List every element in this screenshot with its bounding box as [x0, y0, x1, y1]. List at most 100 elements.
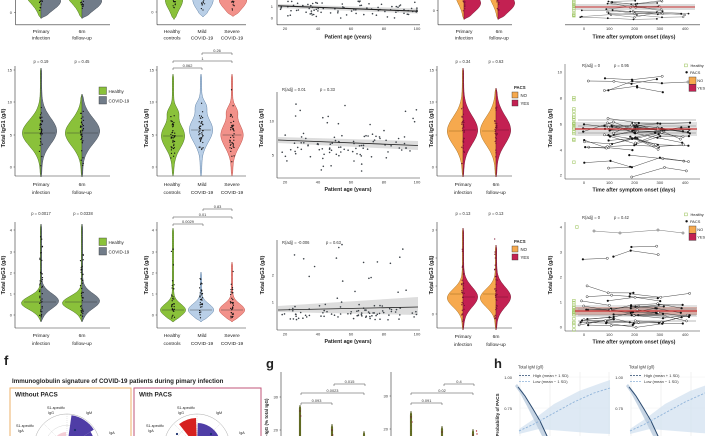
svg-text:Without PACS: Without PACS: [15, 392, 59, 399]
svg-text:infection: infection: [32, 341, 50, 347]
svg-text:p = 0.63: p = 0.63: [489, 59, 505, 64]
svg-text:0.01: 0.01: [199, 212, 207, 217]
svg-text:infection: infection: [454, 342, 472, 348]
svg-text:Total IgM (g/l): Total IgM (g/l): [518, 365, 544, 370]
svg-text:1: 1: [560, 300, 563, 305]
svg-text:Total IgG3 (g/l): Total IgG3 (g/l): [548, 255, 554, 294]
svg-text:PACS: PACS: [690, 70, 701, 75]
svg-text:YES: YES: [521, 255, 530, 260]
svg-text:IgM: IgM: [86, 411, 92, 415]
svg-text:Total IgG1 (g/l): Total IgG1 (g/l): [1, 108, 7, 147]
svg-text:IgM: IgM: [216, 411, 222, 415]
svg-text:3: 3: [10, 250, 13, 255]
svg-text:15: 15: [430, 68, 435, 73]
svg-text:10: 10: [270, 119, 275, 124]
svg-text:Total IgG1 (g/l): Total IgG1 (g/l): [548, 108, 554, 147]
svg-text:Total IgM (g/l): Total IgM (g/l): [629, 365, 655, 370]
svg-text:R(adj) = -0.006: R(adj) = -0.006: [282, 240, 310, 245]
svg-text:20: 20: [384, 427, 389, 432]
svg-text:Primary: Primary: [33, 29, 50, 35]
svg-text:60: 60: [349, 332, 354, 337]
svg-text:1: 1: [201, 56, 203, 61]
svg-text:Time after symptom onset (days: Time after symptom onset (days): [593, 35, 676, 41]
svg-text:1: 1: [10, 292, 13, 297]
svg-text:Total IgG3 (g/l): Total IgG3 (g/l): [1, 255, 7, 294]
svg-text:0: 0: [432, 312, 435, 317]
svg-text:infection: infection: [455, 36, 473, 42]
svg-text:60: 60: [349, 180, 354, 185]
svg-text:1: 1: [272, 300, 275, 305]
svg-text:High (mean + 1 SD): High (mean + 1 SD): [644, 373, 680, 378]
svg-text:1: 1: [432, 284, 435, 289]
svg-text:follow-up: follow-up: [486, 342, 506, 348]
svg-text:100: 100: [414, 180, 421, 185]
svg-text:Time after symptom onset (days: Time after symptom onset (days): [593, 340, 676, 346]
svg-text:IgA: IgA: [148, 429, 154, 433]
svg-text:p = 0.63: p = 0.63: [326, 240, 342, 245]
svg-text:Primary: Primary: [33, 182, 50, 188]
svg-text:0: 0: [151, 10, 154, 15]
svg-text:Healthy: Healthy: [691, 212, 704, 217]
svg-text:IgG: IgG: [48, 411, 54, 415]
svg-text:3: 3: [152, 250, 155, 255]
svg-text:40: 40: [316, 332, 321, 337]
svg-text:30: 30: [274, 395, 279, 400]
svg-text:p = 0.13: p = 0.13: [489, 211, 505, 216]
svg-text:100: 100: [414, 332, 421, 337]
svg-text:2: 2: [560, 275, 563, 280]
svg-text:S1-specific: S1-specific: [177, 406, 195, 410]
svg-text:0.091: 0.091: [422, 398, 432, 403]
svg-text:2: 2: [560, 173, 563, 178]
svg-text:IgA: IgA: [18, 429, 24, 433]
svg-text:300: 300: [657, 180, 664, 185]
svg-text:0.75: 0.75: [615, 406, 624, 411]
svg-text:100: 100: [606, 26, 613, 31]
svg-text:4: 4: [560, 225, 563, 230]
svg-text:2: 2: [272, 273, 275, 278]
svg-text:Healthy: Healthy: [109, 240, 125, 245]
svg-text:Mild: Mild: [198, 333, 207, 339]
svg-text:100: 100: [606, 180, 613, 185]
svg-text:NO: NO: [521, 93, 528, 98]
svg-text:p = 0.0017: p = 0.0017: [31, 211, 51, 216]
svg-text:300: 300: [657, 332, 664, 337]
svg-text:0.015: 0.015: [345, 379, 355, 384]
svg-text:Patient age (years): Patient age (years): [324, 187, 371, 193]
svg-text:80: 80: [382, 180, 387, 185]
svg-text:R(adj) = 0: R(adj) = 0: [582, 215, 601, 220]
svg-text:4: 4: [10, 228, 13, 233]
svg-text:30: 30: [384, 394, 389, 399]
svg-text:Primary: Primary: [456, 29, 473, 35]
svg-text:0.0029: 0.0029: [182, 219, 194, 224]
svg-text:With PACS: With PACS: [139, 392, 173, 399]
svg-text:10: 10: [558, 70, 563, 75]
svg-text:400: 400: [682, 332, 689, 337]
svg-text:20: 20: [283, 332, 288, 337]
svg-text:p = 0.19: p = 0.19: [34, 59, 50, 64]
svg-text:R(adj) = 0.01: R(adj) = 0.01: [282, 87, 307, 92]
svg-text:follow-up: follow-up: [489, 36, 509, 42]
svg-text:p = 0.34: p = 0.34: [456, 59, 472, 64]
svg-text:Total IgG3 (g/l): Total IgG3 (g/l): [144, 255, 150, 294]
svg-text:R(adj) = 0: R(adj) = 0: [582, 63, 601, 68]
svg-text:S1-specific: S1-specific: [16, 424, 34, 428]
svg-text:NO: NO: [697, 78, 703, 83]
svg-text:COVID-19: COVID-19: [221, 341, 244, 347]
svg-text:20: 20: [283, 180, 288, 185]
svg-text:6m: 6m: [79, 29, 86, 35]
svg-text:Total IgG1 (g/l): Total IgG1 (g/l): [144, 108, 150, 147]
svg-text:infection: infection: [32, 190, 50, 196]
svg-text:Low (mean − 1 SD): Low (mean − 1 SD): [533, 379, 568, 384]
svg-text:6m: 6m: [79, 333, 86, 339]
svg-text:Severe: Severe: [224, 333, 240, 339]
svg-text:p = 0.45: p = 0.45: [75, 59, 91, 64]
svg-text:0.75: 0.75: [504, 406, 513, 411]
svg-text:0: 0: [10, 10, 13, 15]
svg-text:p = 0.95: p = 0.95: [614, 63, 630, 68]
svg-text:Total IgG3 (g/l): Total IgG3 (g/l): [429, 255, 435, 294]
svg-text:2: 2: [10, 271, 13, 276]
svg-text:follow-up: follow-up: [72, 36, 92, 42]
svg-text:High (mean + 1 SD): High (mean + 1 SD): [533, 373, 569, 378]
svg-text:10: 10: [8, 100, 13, 105]
svg-text:NO: NO: [521, 247, 528, 252]
